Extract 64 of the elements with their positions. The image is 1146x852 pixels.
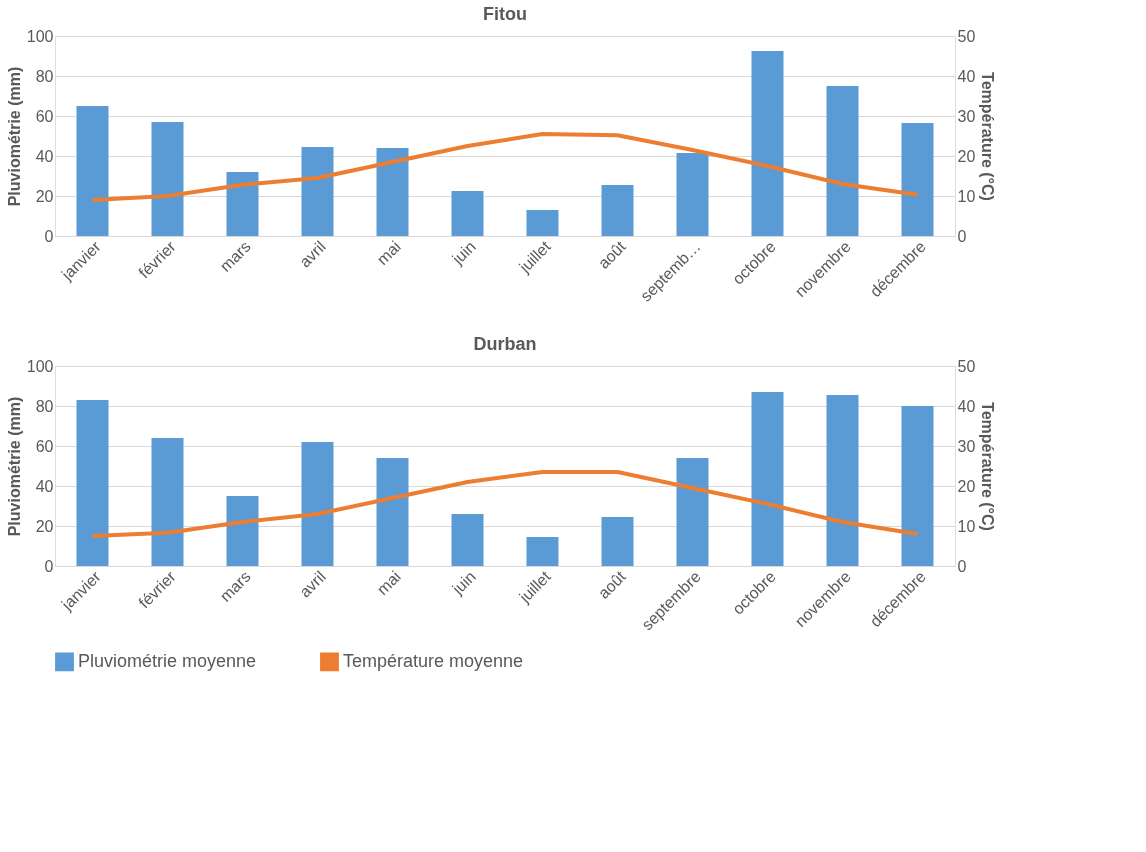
bar: [901, 123, 934, 236]
x-tick-label: juin: [448, 567, 479, 599]
bar: [526, 210, 559, 236]
y2-tick-label: 30: [957, 107, 976, 125]
bar: [376, 458, 409, 566]
chart-title: Durban: [473, 334, 537, 354]
y-tick-label: 100: [26, 27, 54, 45]
y2-tick-label: 10: [957, 517, 976, 535]
bar: [226, 496, 259, 566]
bar: [751, 51, 784, 236]
bar: [901, 406, 934, 566]
y-tick-label: 20: [35, 187, 54, 205]
bar: [301, 147, 334, 236]
bar: [226, 172, 259, 236]
bar: [676, 458, 709, 566]
bar: [76, 400, 109, 566]
x-tick-label: août: [594, 237, 630, 272]
y-tick-label: 60: [35, 437, 54, 455]
y2-axis-title: Température (°C): [979, 402, 997, 531]
y-tick-label: 20: [35, 517, 54, 535]
y2-tick-label: 10: [957, 187, 976, 205]
bar: [601, 185, 634, 236]
bar: [826, 86, 859, 236]
y-tick-label: 100: [26, 357, 54, 375]
y2-axis-title: Température (°C): [979, 72, 997, 201]
legend-label: Température moyenne: [343, 650, 524, 671]
bar: [751, 392, 784, 566]
y-tick-label: 80: [35, 397, 54, 415]
x-tick-label: mai: [373, 237, 404, 269]
chart-title: Fitou: [483, 4, 527, 24]
bar: [526, 537, 559, 566]
bar: [826, 395, 859, 566]
bar: [301, 442, 334, 566]
bar: [376, 148, 409, 236]
legend-label: Pluviométrie moyenne: [78, 650, 257, 671]
y-tick-label: 0: [44, 227, 54, 245]
y2-tick-label: 0: [957, 557, 967, 575]
y-tick-label: 0: [44, 557, 54, 575]
y2-tick-label: 40: [957, 67, 976, 85]
x-tick-label: mai: [373, 567, 404, 599]
bar: [76, 106, 109, 236]
bar: [676, 153, 709, 236]
x-tick-label: août: [594, 567, 630, 602]
y2-tick-label: 0: [957, 227, 967, 245]
y-tick-label: 60: [35, 107, 54, 125]
bar: [601, 517, 634, 566]
y-axis-title: Pluviométrie (mm): [5, 396, 23, 537]
bar: [151, 438, 184, 566]
y2-tick-label: 30: [957, 437, 976, 455]
y-tick-label: 40: [35, 147, 54, 165]
line-series: [90, 132, 920, 202]
bar: [451, 191, 484, 236]
y2-tick-label: 20: [957, 477, 976, 495]
y2-tick-label: 40: [957, 397, 976, 415]
y2-tick-label: 50: [957, 27, 976, 45]
bar: [151, 122, 184, 236]
bar: [451, 514, 484, 566]
line-series: [90, 470, 920, 538]
y-axis-title: Pluviométrie (mm): [5, 66, 23, 207]
y2-tick-label: 20: [957, 147, 976, 165]
y-tick-label: 80: [35, 67, 54, 85]
y-tick-label: 40: [35, 477, 54, 495]
x-tick-label: juin: [448, 237, 479, 269]
y2-tick-label: 50: [957, 357, 976, 375]
